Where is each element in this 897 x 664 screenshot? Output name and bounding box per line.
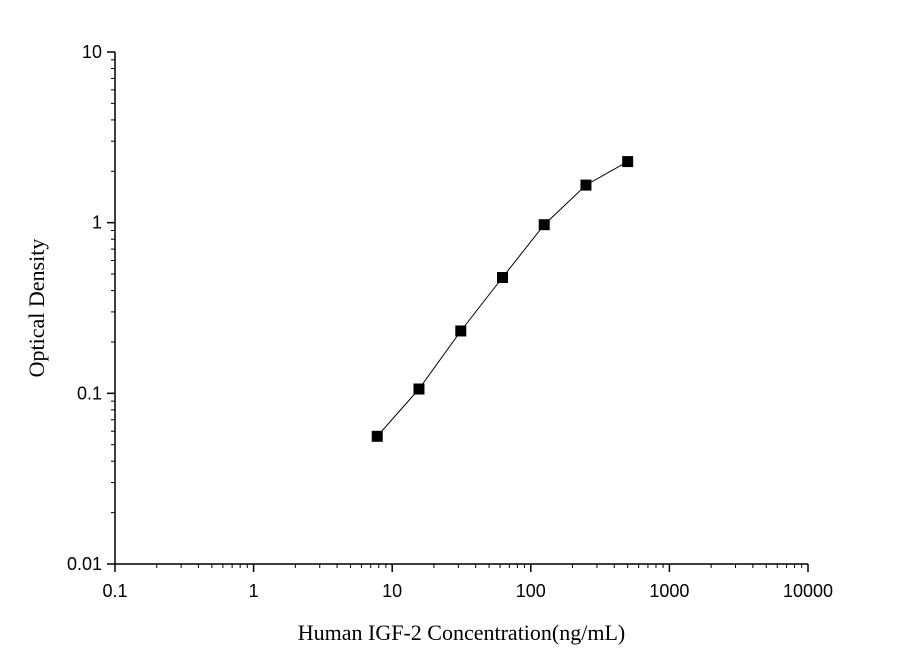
data-point <box>413 383 425 395</box>
y-axis-title: Optical Density <box>24 239 49 378</box>
y-tick-label: 0.01 <box>67 554 102 574</box>
x-tick-label: 1000 <box>649 581 689 601</box>
data-point <box>622 156 634 168</box>
y-ticks: 0.01 0.1 1 10 <box>67 42 115 574</box>
y-tick-label: 0.1 <box>77 383 102 403</box>
data-point <box>455 325 467 337</box>
data-point <box>580 179 592 191</box>
data-point <box>538 219 550 231</box>
x-ticks: 0.1 1 10 100 1000 10000 <box>102 564 833 601</box>
series <box>371 156 634 442</box>
x-tick-label: 1 <box>249 581 259 601</box>
axes <box>114 52 808 565</box>
x-tick-label: 10000 <box>783 581 833 601</box>
x-tick-label: 10 <box>382 581 402 601</box>
series-line <box>376 161 628 437</box>
data-point <box>497 272 509 284</box>
x-axis-title: Human IGF-2 Concentration(ng/mL) <box>298 620 626 645</box>
x-tick-label: 0.1 <box>102 581 127 601</box>
data-point <box>371 430 383 442</box>
y-tick-label: 10 <box>82 42 102 62</box>
x-tick-label: 100 <box>516 581 546 601</box>
y-tick-label: 1 <box>92 213 102 233</box>
